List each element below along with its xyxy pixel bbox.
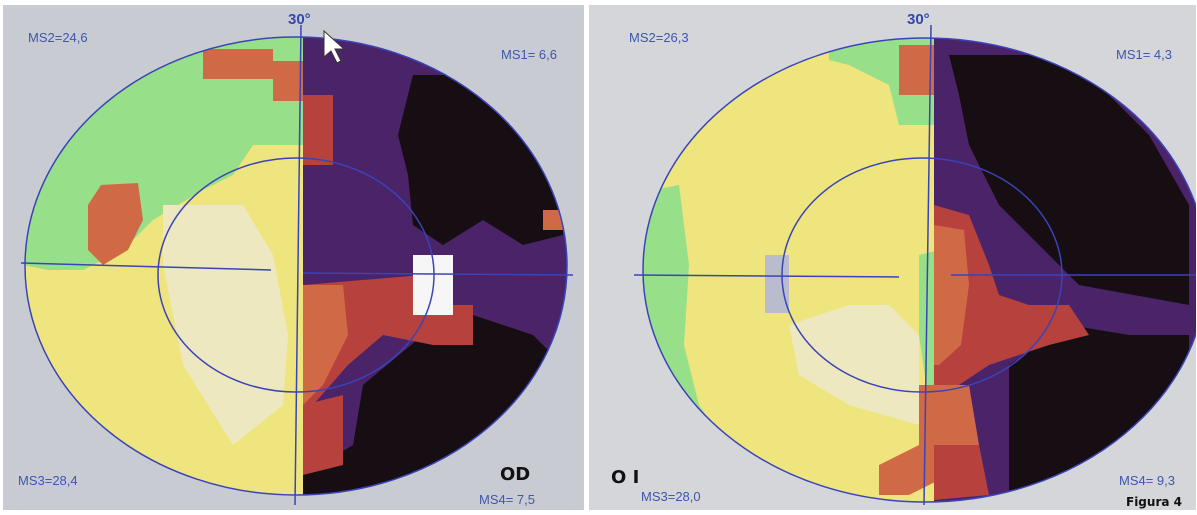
visual-field-map-od: 30° MS2=24,6 MS1= 6,6 MS3=28,4 MS4= 7,5 … <box>2 4 585 511</box>
figure-caption: Figura 4 <box>1126 495 1182 509</box>
red-patch-lower <box>303 395 343 475</box>
outer-ring-30deg <box>24 36 568 496</box>
ms1-value: MS1= 4,3 <box>1116 47 1173 62</box>
ms4-value: MS4= 7,5 <box>479 492 536 507</box>
ms2-value: MS2=24,6 <box>28 30 88 45</box>
degree-label: 30° <box>907 11 930 28</box>
ms3-value: MS3=28,0 <box>641 489 701 504</box>
ms4-value: MS4= 9,3 <box>1119 473 1176 488</box>
red-patch-upper <box>303 95 333 165</box>
mouse-cursor-icon <box>323 29 346 64</box>
ms2-value: MS2=26,3 <box>629 30 689 45</box>
orange-band-midline <box>303 285 348 405</box>
vertical-axis <box>923 24 932 506</box>
degree-label: 30° <box>288 11 311 28</box>
orange-edge-patch <box>543 210 563 230</box>
horizontal-axis-left <box>20 262 272 271</box>
orange-patch-top <box>203 49 273 79</box>
red-patch-lower <box>934 445 989 500</box>
vertical-axis <box>294 24 302 506</box>
horizontal-axis-right <box>302 272 574 276</box>
orange-patch-top-2 <box>273 61 303 101</box>
ms3-value: MS3=28,4 <box>18 473 78 488</box>
central-pale-zone <box>163 205 288 445</box>
orange-patch-top <box>899 45 934 95</box>
eye-label: O I <box>611 467 640 488</box>
gray-spot <box>765 255 789 313</box>
central-pale-zone <box>789 305 919 425</box>
orange-patch-left <box>88 183 143 265</box>
orange-band-midline <box>934 225 969 365</box>
upper-right-black-zone <box>398 75 563 245</box>
visual-field-map-oi: 30° MS2=26,3 MS1= 4,3 MS3=28,0 MS4= 9,3 … <box>588 4 1197 511</box>
upper-right-black-zone <box>949 55 1189 305</box>
visual-field-graphic-od <box>3 5 584 510</box>
ms1-value: MS1= 6,6 <box>501 47 558 62</box>
horizontal-axis-left <box>633 274 900 278</box>
eye-label: OD <box>500 464 531 485</box>
outer-ring-30deg <box>642 37 1196 503</box>
red-band-right <box>934 205 1089 385</box>
visual-field-graphic-oi <box>589 5 1196 510</box>
